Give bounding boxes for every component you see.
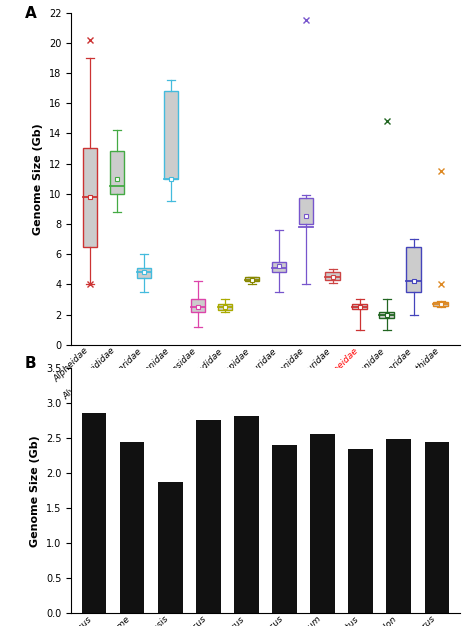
Bar xyxy=(245,277,259,281)
Y-axis label: Genome Size (Gb): Genome Size (Gb) xyxy=(30,435,40,546)
Bar xyxy=(380,312,394,317)
Bar xyxy=(386,439,411,613)
X-axis label: Decapoda: Decapoda xyxy=(231,404,300,418)
Bar xyxy=(82,148,98,247)
Bar xyxy=(234,416,259,613)
Text: A: A xyxy=(25,6,36,21)
Bar xyxy=(196,420,221,613)
Bar xyxy=(82,413,106,613)
Text: B: B xyxy=(25,356,36,371)
Bar xyxy=(109,151,124,194)
Bar xyxy=(407,247,421,292)
Bar xyxy=(164,91,178,178)
Bar xyxy=(310,434,335,613)
Bar xyxy=(348,449,373,613)
Bar xyxy=(433,302,448,305)
Bar xyxy=(272,262,286,272)
Bar xyxy=(191,299,205,312)
Y-axis label: Genome Size (Gb): Genome Size (Gb) xyxy=(33,123,43,235)
Bar xyxy=(353,304,367,309)
Bar xyxy=(158,482,182,613)
Bar xyxy=(137,268,151,279)
Bar xyxy=(119,441,145,613)
Bar xyxy=(425,441,449,613)
Bar xyxy=(272,445,297,613)
Bar xyxy=(326,272,340,280)
Bar xyxy=(299,198,313,224)
Bar xyxy=(218,304,232,310)
